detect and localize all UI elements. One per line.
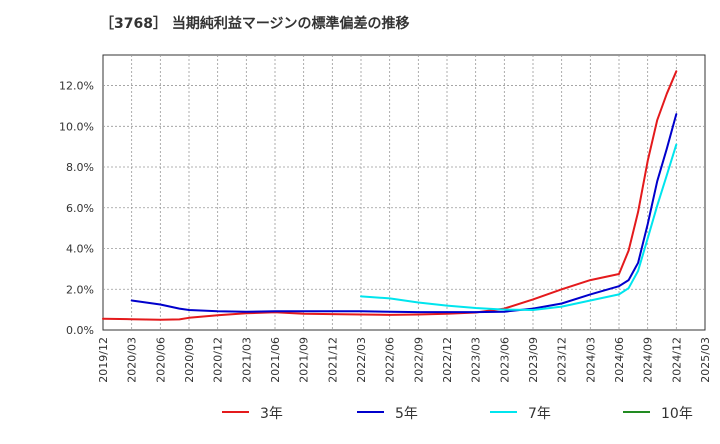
x-tick-label: 2020/03 [126,337,139,383]
x-tick-label: 2022/12 [441,337,454,383]
x-tick-label: 2023/12 [556,337,569,383]
y-tick-label: 10.0% [59,120,94,133]
y-tick-label: 12.0% [59,80,94,93]
axis-layer: 2019/12 2020/03 2020/06 2020/09 2020/12 2021/… [59,80,712,383]
series-layer [102,70,678,321]
x-tick-label: 2021/09 [298,337,311,383]
x-tick-label: 2022/09 [412,337,425,383]
x-tick-label: 2025/03 [699,337,712,383]
legend-label-2: 5年 [395,406,418,422]
x-tick-label: 2022/06 [384,337,397,383]
x-tick-label: 2024/12 [670,337,683,383]
y-tick-label: 4.0% [66,243,94,256]
legend: 3年 5年 7年 10年 [222,406,693,422]
grid-layer [102,54,706,331]
y-tick-label: 0.0% [66,324,94,337]
x-tick-label: 2024/06 [613,337,626,383]
x-tick-label: 2021/03 [240,337,253,383]
x-tick-label: 2023/09 [527,337,540,383]
x-tick-label: 2020/06 [154,337,167,383]
x-tick-label: 2024/09 [642,337,655,383]
y-tick-label: 8.0% [66,161,94,174]
x-tick-label: 2020/09 [183,337,196,383]
y-tick-label: 6.0% [66,202,94,215]
y-tick-label: 2.0% [66,283,94,296]
chart-title: ［3768］ 当期純利益マージンの標準偏差の推移 [100,16,410,32]
x-tick-label: 2020/12 [212,337,225,383]
plot-frame [102,54,706,331]
x-tick-label: 2023/06 [498,337,511,383]
x-tick-label: 2023/03 [470,337,483,383]
series-line-3 [360,143,678,311]
legend-label-3: 7年 [528,406,551,422]
series-line-1 [102,70,678,321]
series-line-2 [130,113,678,314]
x-tick-label: 2021/12 [326,337,339,383]
x-tick-label: 2019/12 [97,337,110,383]
x-tick-label: 2022/03 [355,337,368,383]
x-tick-label: 2024/03 [584,337,597,383]
legend-label-1: 3年 [260,406,283,422]
x-tick-label: 2021/06 [269,337,282,383]
legend-label-4: 10年 [661,406,693,422]
